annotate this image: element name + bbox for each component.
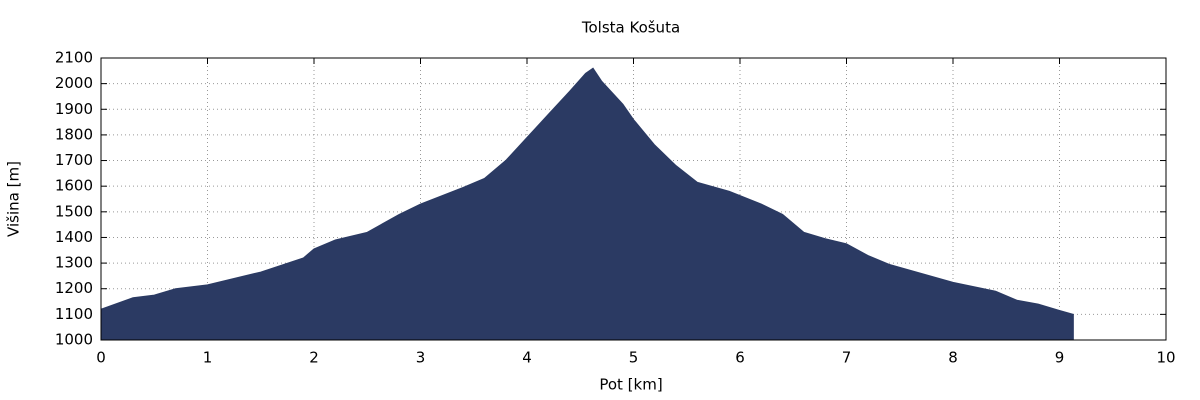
chart-title: Tolsta Košuta	[581, 19, 680, 37]
x-tick-label: 8	[948, 349, 958, 367]
plot-frame	[100, 57, 1167, 341]
y-tick-label: 1000	[55, 331, 93, 349]
x-tick-label: 9	[1055, 349, 1065, 367]
y-tick-label: 1900	[55, 100, 93, 118]
y-tick-label: 1700	[55, 151, 93, 169]
x-tick-label: 1	[203, 349, 213, 367]
x-tick-label: 6	[735, 349, 745, 367]
x-tick-label: 0	[96, 349, 106, 367]
y-tick-label: 1500	[55, 202, 93, 220]
y-tick-label: 1100	[55, 305, 93, 323]
elevation-area	[100, 67, 1074, 341]
x-tick-label: 2	[309, 349, 319, 367]
y-axis-label: Višina [m]	[5, 161, 23, 237]
y-tick-label: 1400	[55, 228, 93, 246]
y-tick-label: 1200	[55, 279, 93, 297]
x-tick-label: 5	[629, 349, 639, 367]
y-tick-label: 1600	[55, 177, 93, 195]
y-tick-label: 2000	[55, 74, 93, 92]
y-tick-label: 1300	[55, 254, 93, 272]
x-tick-label: 3	[416, 349, 426, 367]
x-tick-label: 4	[522, 349, 532, 367]
y-tick-label: 1800	[55, 125, 93, 143]
x-tick-label: 7	[842, 349, 852, 367]
x-axis-label: Pot [km]	[599, 376, 662, 394]
x-tick-label: 10	[1156, 349, 1175, 367]
y-tick-label: 2100	[55, 49, 93, 67]
